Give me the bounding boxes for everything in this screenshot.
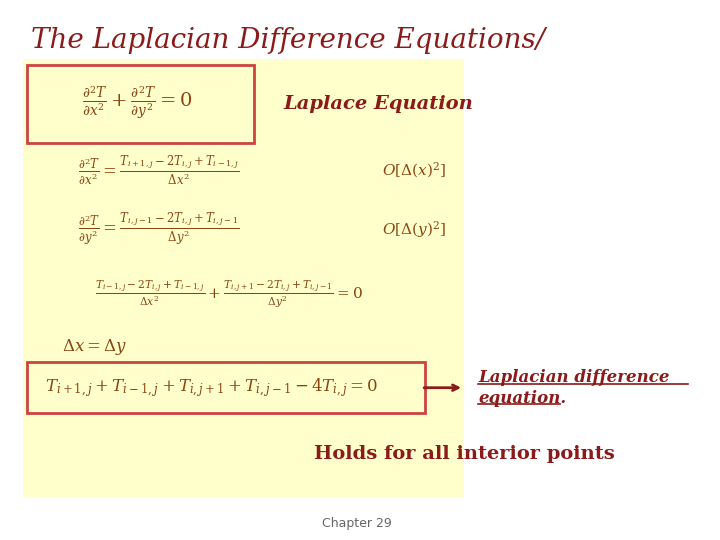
- FancyBboxPatch shape: [27, 362, 425, 413]
- Text: Laplacian difference: Laplacian difference: [478, 369, 670, 387]
- Text: Chapter 29: Chapter 29: [323, 517, 392, 530]
- Text: $O[\Delta(y)^2]$: $O[\Delta(y)^2]$: [382, 219, 446, 240]
- FancyBboxPatch shape: [24, 59, 464, 497]
- Text: Laplace Equation: Laplace Equation: [284, 94, 474, 113]
- Text: $\frac{\partial^2 T}{\partial x^2} = \frac{T_{i+1,j} - 2T_{i,j} + T_{i-1,j}}{\De: $\frac{\partial^2 T}{\partial x^2} = \fr…: [78, 153, 239, 187]
- Text: equation.: equation.: [478, 390, 567, 407]
- Text: $\frac{\partial^2 T}{\partial x^2} + \frac{\partial^2 T}{\partial y^2} = 0$: $\frac{\partial^2 T}{\partial x^2} + \fr…: [81, 85, 192, 122]
- Text: Holds for all interior points: Holds for all interior points: [314, 444, 614, 463]
- Text: $\Delta x = \Delta y$: $\Delta x = \Delta y$: [62, 336, 127, 357]
- Text: $T_{i+1,j} + T_{i-1,j} + T_{i,j+1} + T_{i,j-1} - 4T_{i,j} = 0$: $T_{i+1,j} + T_{i-1,j} + T_{i,j+1} + T_{…: [45, 376, 379, 399]
- FancyBboxPatch shape: [27, 65, 254, 143]
- Text: $O[\Delta(x)^2]$: $O[\Delta(x)^2]$: [382, 160, 446, 180]
- Text: $\frac{\partial^2 T}{\partial y^2} = \frac{T_{i,j-1} - 2T_{i,j} + T_{i,j-1}}{\De: $\frac{\partial^2 T}{\partial y^2} = \fr…: [78, 211, 239, 248]
- Text: $\frac{T_{i-1,j} - 2T_{i,j} + T_{i-1,j}}{\Delta x^2} + \frac{T_{i,j+1} - 2T_{i,j: $\frac{T_{i-1,j} - 2T_{i,j} + T_{i-1,j}}…: [96, 279, 364, 310]
- Text: The Laplacian Difference Equations/: The Laplacian Difference Equations/: [30, 27, 544, 54]
